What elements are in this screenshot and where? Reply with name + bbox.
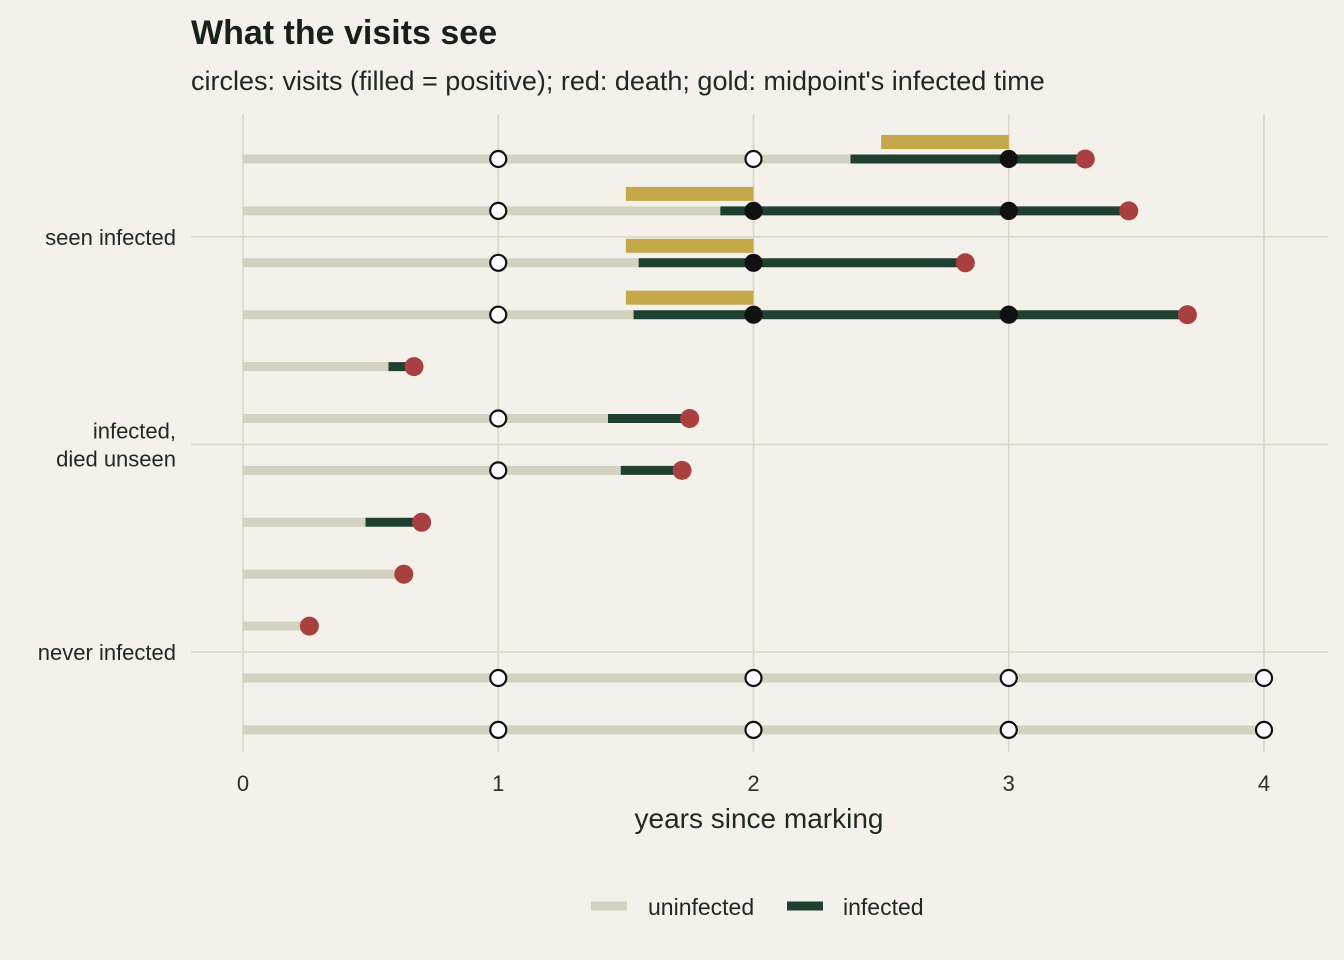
chart-title: What the visits see (191, 14, 497, 52)
individual-row (243, 460, 692, 480)
death-point (680, 409, 700, 428)
visit-negative (744, 668, 763, 688)
individual-row (243, 201, 1139, 221)
legend-label-infected: infected (843, 894, 924, 920)
group-label: infected, died unseen (56, 418, 176, 471)
x-tick-label: 0 (237, 771, 249, 796)
death-point (299, 616, 319, 636)
x-tick-label: 3 (1003, 771, 1015, 796)
individual-row (243, 564, 414, 584)
x-tick-label: 1 (492, 771, 504, 796)
individual-row (243, 357, 424, 377)
midpoint-band (881, 135, 1009, 149)
midpoint-bands (625, 135, 1009, 305)
x-axis: 0 1 2 3 4 (237, 771, 1270, 796)
x-axis-label: years since marking (635, 803, 884, 834)
visit-positive (744, 305, 763, 324)
death-point (404, 357, 424, 377)
group-label: never infected (38, 640, 176, 665)
death-point (1177, 305, 1197, 325)
chart-subtitle: circles: visits (filled = positive); red… (191, 66, 1045, 96)
legend-label-uninfected: uninfected (648, 894, 754, 920)
visit-positive (999, 201, 1018, 220)
individual-row (243, 253, 975, 273)
visit-negative (489, 253, 508, 272)
visit-negative (489, 305, 508, 324)
y-axis-labels: seen infected infected, died unseen never i… (38, 225, 176, 665)
individual-row (243, 616, 319, 636)
individual-row (243, 305, 1197, 325)
individual-row (243, 720, 1274, 740)
death-point (1119, 201, 1139, 221)
x-tick-label: 2 (747, 771, 759, 796)
death-point (955, 253, 975, 273)
visit-positive (999, 305, 1018, 324)
visit-negative (489, 409, 508, 428)
visit-negative (744, 720, 763, 740)
visit-negative (999, 720, 1018, 740)
midpoint-band (625, 186, 754, 201)
x-tick-label: 4 (1258, 771, 1270, 796)
individual-row (243, 409, 700, 428)
individual-row (243, 149, 1095, 169)
midpoint-band (625, 290, 754, 305)
visit-negative (999, 668, 1018, 688)
death-point (672, 460, 692, 480)
midpoint-band (625, 238, 754, 253)
death-point (394, 564, 414, 584)
death-point (1075, 149, 1095, 169)
visit-negative (489, 149, 508, 169)
death-point (412, 512, 432, 532)
visit-positive (999, 149, 1018, 169)
visit-negative (489, 201, 508, 220)
visit-positive (744, 201, 763, 220)
visit-negative (489, 720, 508, 740)
individual-row (243, 512, 432, 532)
grid (191, 114, 1328, 752)
visit-negative (744, 149, 763, 169)
visit-positive (744, 253, 763, 272)
visit-negative (489, 461, 508, 480)
visit-negative (1254, 720, 1274, 740)
group-label: seen infected (45, 225, 176, 250)
visit-negative (1254, 668, 1274, 688)
visit-negative (489, 668, 508, 688)
individual-row (243, 668, 1274, 688)
timeline-rows (243, 149, 1274, 740)
legend: uninfected infected (591, 894, 924, 920)
